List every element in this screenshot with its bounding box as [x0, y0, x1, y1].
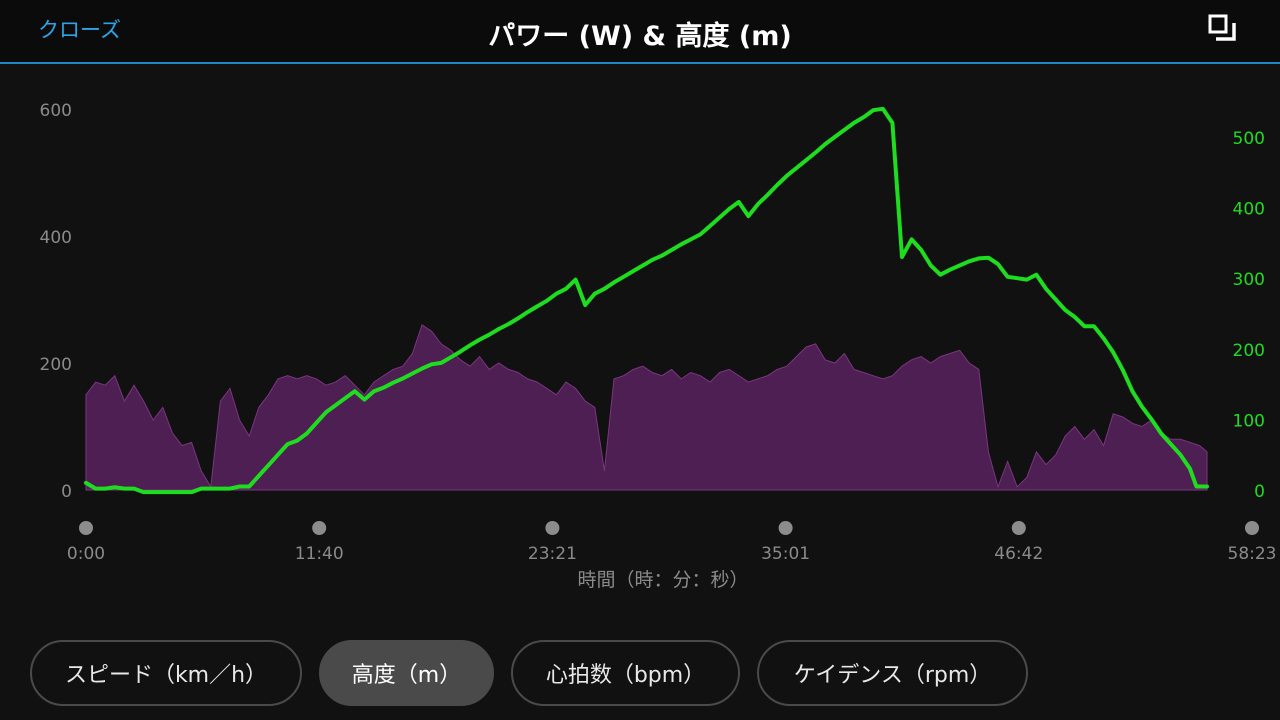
left-axis-tick-label: 400 [40, 228, 72, 248]
x-axis-tick-label: 0:00 [67, 544, 105, 564]
right-axis-tick-label: 200 [1233, 341, 1265, 361]
left-axis-tick-label: 0 [61, 482, 72, 502]
x-axis-tick-label: 46:42 [994, 544, 1043, 564]
metric-selector: スピード（km／h） 高度（m） 心拍数（bpm） ケイデンス（rpm） [0, 638, 1280, 710]
left-axis-tick-label: 200 [40, 355, 72, 375]
speed-button[interactable]: スピード（km／h） [30, 640, 302, 706]
x-axis-tick-label: 58:23 [1228, 544, 1277, 564]
expand-icon-graphic [1208, 14, 1236, 41]
elevation-series-line [84, 106, 1209, 495]
page-title: パワー (W) & 高度 (m) [488, 21, 792, 52]
chart-area: 0 200 400 600 0 100 200 300 400 500 0:00 11:40 23:21… [0, 64, 1280, 604]
x-axis-title: 時間（時：分：秒） [577, 569, 748, 591]
power-series-area [85, 324, 1208, 491]
right-axis-tick-label: 0 [1254, 482, 1265, 502]
x-axis-tick-dot [778, 521, 793, 535]
x-axis-tick-dot [545, 521, 560, 535]
right-axis-tick-label: 300 [1233, 270, 1265, 290]
elevation-button[interactable]: 高度（m） [319, 640, 494, 706]
x-axis-tick-label: 35:01 [761, 544, 810, 564]
left-axis-tick-label: 600 [40, 101, 72, 121]
x-axis-tick-dot [1011, 521, 1026, 535]
cadence-button[interactable]: ケイデンス（rpm） [757, 640, 1028, 706]
power-elevation-chart: 0 200 400 600 0 100 200 300 400 500 0:00 11:40 23:21… [40, 101, 1277, 591]
x-axis-tick-label: 23:21 [528, 544, 577, 564]
right-axis-tick-label: 100 [1233, 411, 1265, 431]
header-bar: クローズ パワー (W) & 高度 (m) [0, 0, 1280, 64]
heart-rate-button[interactable]: 心拍数（bpm） [511, 640, 740, 706]
right-axis-tick-label: 400 [1233, 200, 1265, 220]
expand-icon[interactable] [1204, 12, 1244, 48]
x-axis-tick-dot [79, 521, 93, 535]
close-button[interactable]: クローズ [38, 18, 121, 42]
right-axis-tick-label: 500 [1233, 129, 1265, 149]
x-axis-tick-dot [312, 521, 327, 535]
x-axis-tick-label: 11:40 [295, 544, 344, 564]
x-axis-tick-dot [1245, 521, 1259, 535]
